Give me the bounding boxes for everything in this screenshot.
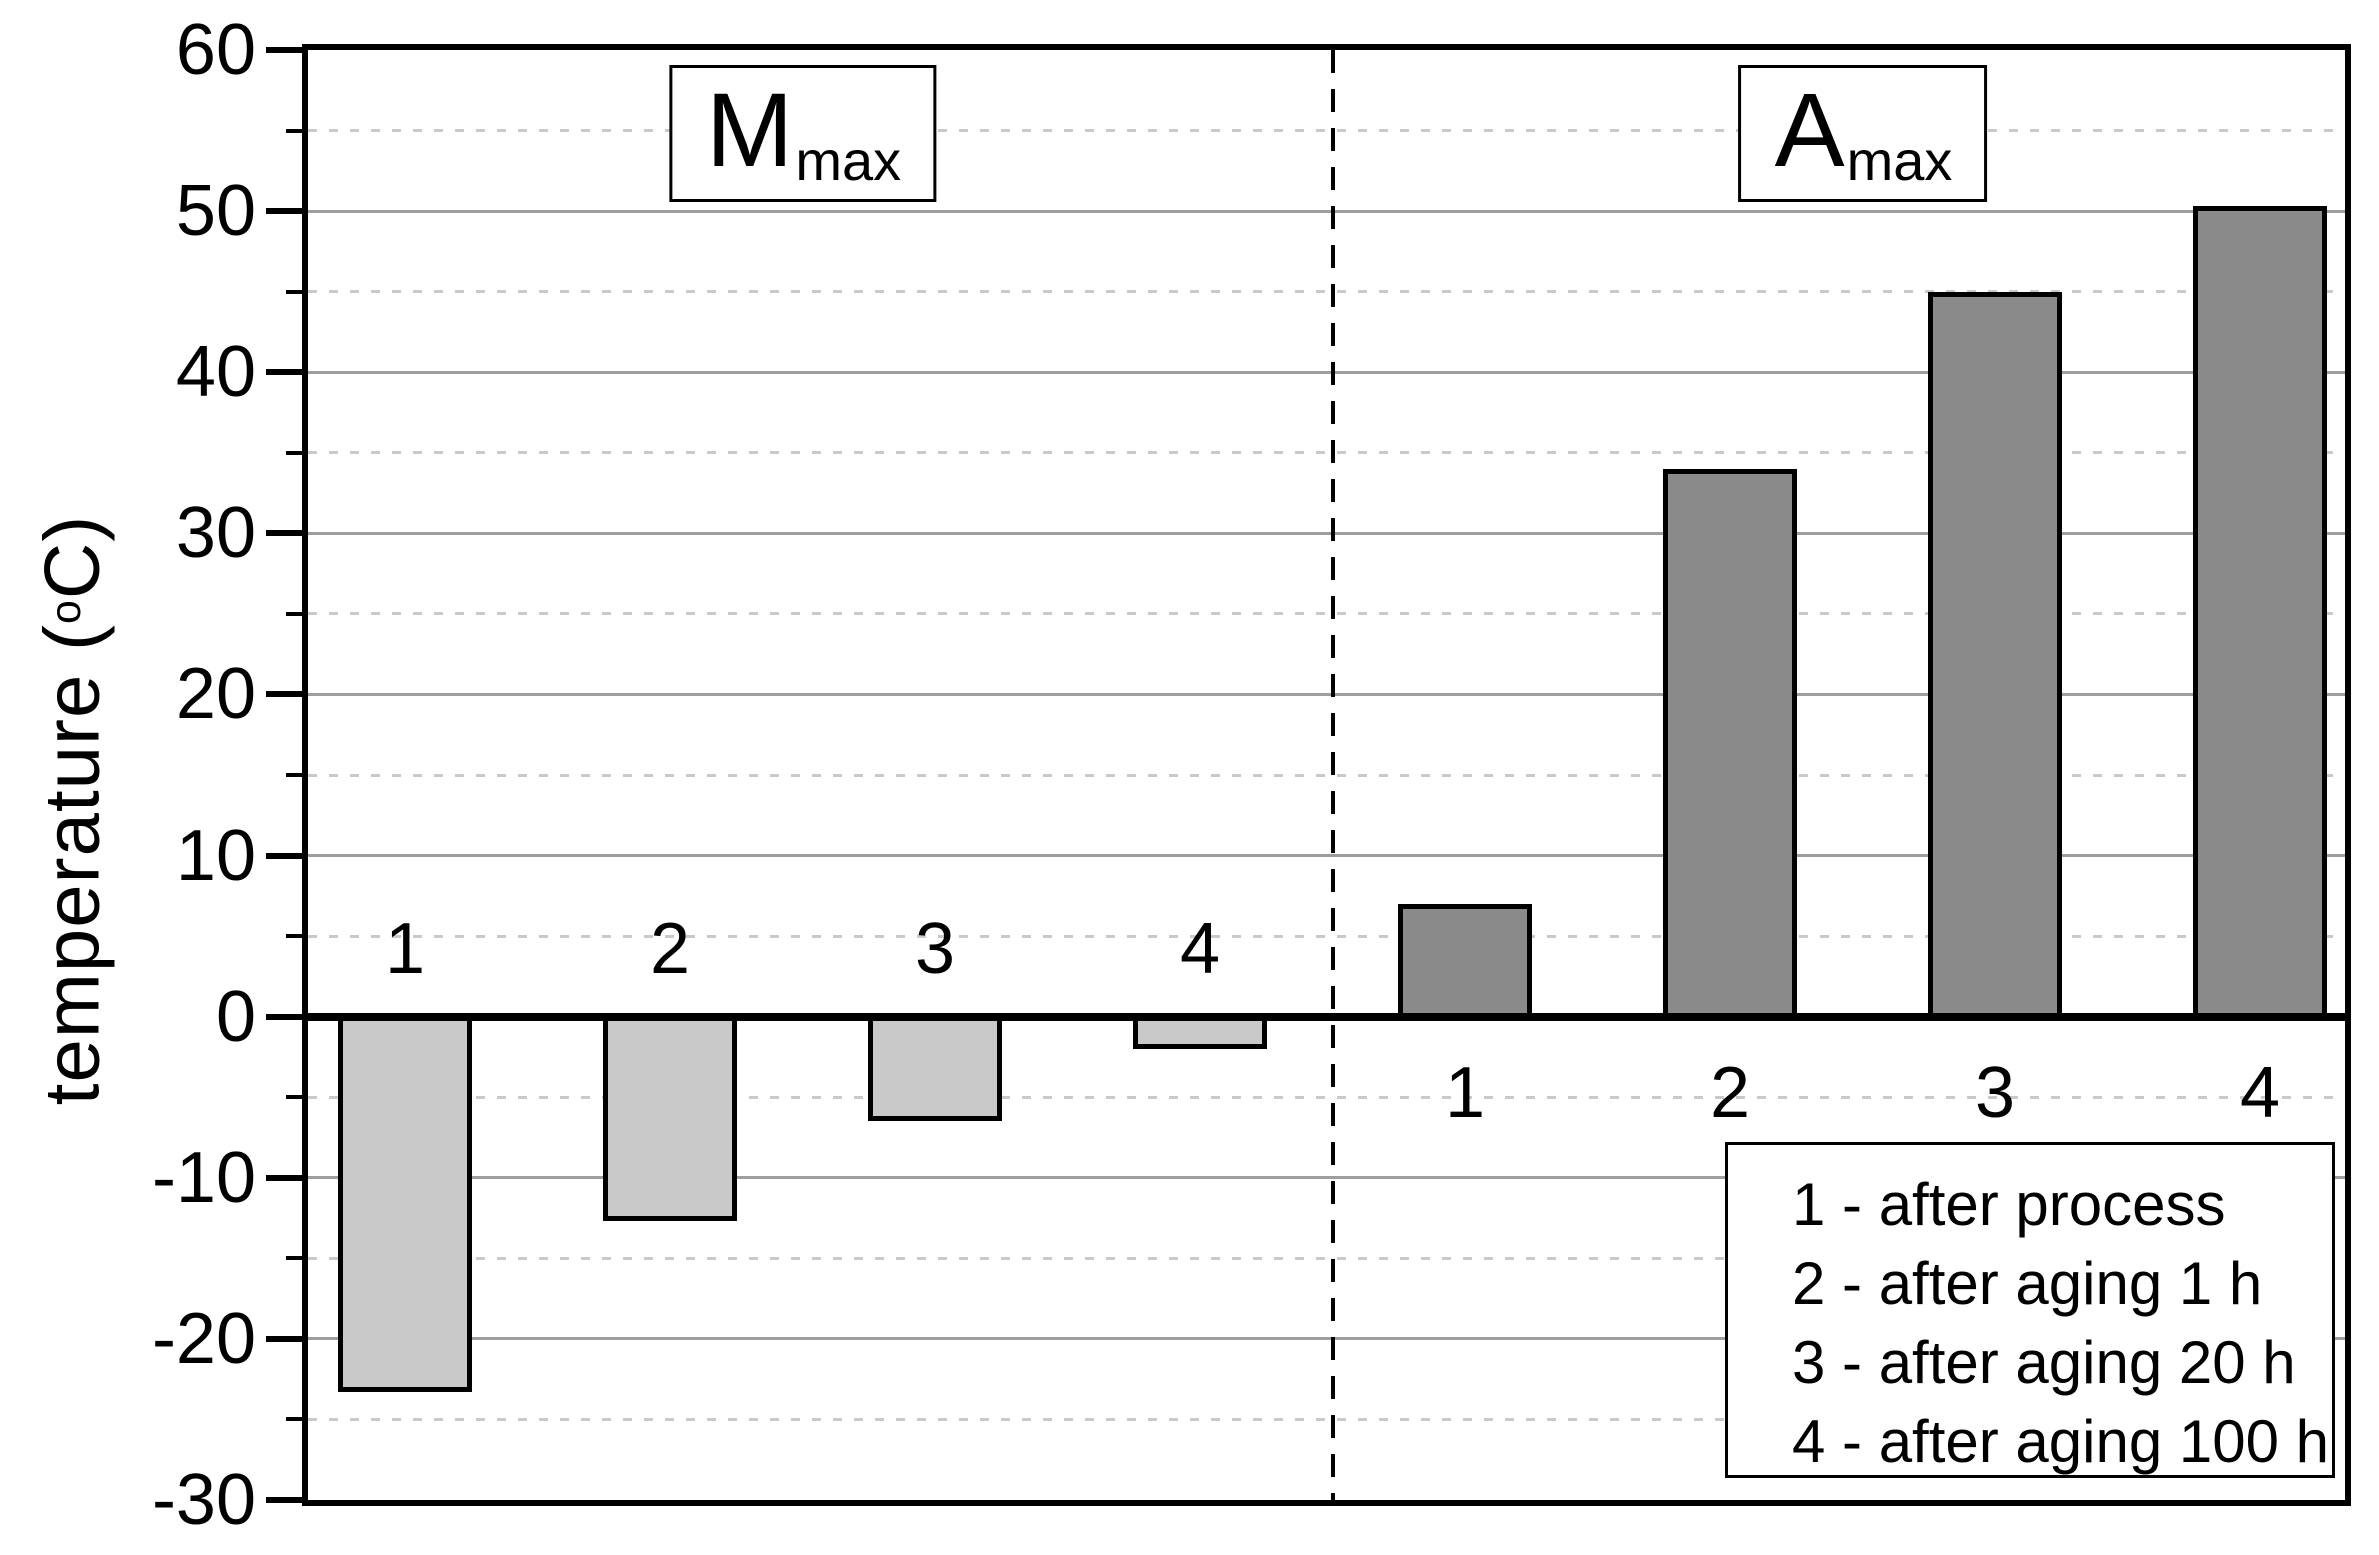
gridline-minor--25 — [308, 1417, 2345, 1421]
y-tick-label-20: 20 — [175, 654, 256, 735]
gridline-major-50 — [308, 209, 2345, 213]
bar-label-amax-1: 1 — [1444, 1052, 1486, 1133]
amax-label-subscript: max — [1846, 129, 1953, 192]
bar-amax-3 — [1928, 291, 2062, 1021]
y-axis-major-tick--10 — [266, 1174, 308, 1181]
amax-label-box: Amax — [1737, 65, 1988, 202]
gridline-minor-45 — [308, 290, 2345, 294]
y-axis-minor-tick--5 — [286, 1095, 308, 1100]
y-axis-major-tick-50 — [266, 208, 308, 215]
zero-axis-line — [308, 1012, 2345, 1021]
y-axis-major-tick--20 — [266, 1335, 308, 1342]
y-tick-label-40: 40 — [175, 332, 256, 413]
bar-label-mmax-2: 2 — [649, 908, 691, 989]
gridline-minor-5 — [308, 934, 2345, 938]
y-axis-major-tick-10 — [266, 852, 308, 859]
legend-line-2: 2 - after aging 1 h — [1792, 1250, 2263, 1317]
gridline-minor--15 — [308, 1256, 2345, 1260]
y-tick-label-60: 60 — [175, 10, 256, 90]
y-tick-label--30: -30 — [151, 1460, 256, 1540]
y-axis-major-tick--30 — [266, 1497, 308, 1503]
y-axis-major-tick-20 — [266, 691, 308, 698]
bar-label-mmax-3: 3 — [914, 908, 956, 989]
legend-line-1: 1 - after process — [1792, 1171, 2226, 1238]
y-axis-minor-tick-15 — [286, 773, 308, 777]
legend-line-4: 4 - after aging 100 h — [1792, 1408, 2330, 1475]
bar-label-mmax-1: 1 — [384, 908, 426, 989]
gridline-major-40 — [308, 370, 2345, 374]
bar-amax-4 — [2193, 206, 2327, 1021]
y-axis-minor-tick--15 — [286, 1256, 308, 1261]
y-axis-major-tick-60 — [266, 47, 308, 53]
bar-amax-2 — [1663, 468, 1797, 1021]
y-axis-minor-tick-35 — [286, 450, 308, 455]
legend-line-3: 3 - after aging 20 h — [1792, 1329, 2296, 1396]
bar-label-amax-4: 4 — [2239, 1052, 2281, 1133]
legend-box: 1 - after process 2 - after aging 1 h 3 - … — [1725, 1142, 2335, 1478]
mmax-label: M — [705, 72, 794, 189]
gridline-major--20 — [308, 1337, 2345, 1341]
group-separator-dashed-line — [1330, 50, 1335, 1500]
bar-label-mmax-4: 4 — [1179, 908, 1221, 989]
bar-label-amax-2: 2 — [1709, 1052, 1751, 1133]
gridline-major-30 — [308, 531, 2345, 535]
bar-amax-1 — [1398, 903, 1532, 1021]
amax-label: A — [1774, 72, 1845, 189]
mmax-label-subscript: max — [795, 129, 902, 192]
y-tick-label-50: 50 — [175, 171, 256, 252]
y-axis-major-tick-0 — [266, 1013, 308, 1020]
gridline-minor-15 — [308, 773, 2345, 777]
bar-label-amax-3: 3 — [1974, 1052, 2016, 1133]
bar-mmax-1 — [338, 1012, 472, 1393]
y-tick-label-30: 30 — [175, 493, 256, 574]
gridline-major--10 — [308, 1176, 2345, 1180]
degree-symbol: o — [41, 599, 90, 624]
gridline-minor-55 — [308, 129, 2345, 133]
y-axis-minor-tick-25 — [286, 611, 308, 616]
y-axis-minor-tick--25 — [286, 1417, 308, 1422]
gridline-major-20 — [308, 692, 2345, 696]
y-axis-major-tick-30 — [266, 530, 308, 537]
y-tick-label--20: -20 — [151, 1298, 256, 1379]
gridline-major-10 — [308, 854, 2345, 858]
gridline-minor-35 — [308, 451, 2345, 455]
y-axis-minor-tick-55 — [286, 128, 308, 133]
y-tick-label-10: 10 — [175, 815, 256, 896]
plot-area: Mmax Amax 1 - after process 2 - after agi… — [302, 44, 2351, 1506]
bar-mmax-3 — [868, 1012, 1002, 1122]
y-axis-minor-tick-45 — [286, 289, 308, 294]
mmax-label-box: Mmax — [668, 65, 937, 202]
y-tick-label-0: 0 — [215, 976, 256, 1057]
gridline-minor--5 — [308, 1095, 2345, 1099]
gridline-minor-25 — [308, 612, 2345, 616]
y-tick-label--10: -10 — [151, 1137, 256, 1218]
y-axis-minor-tick-5 — [286, 934, 308, 939]
bar-mmax-2 — [603, 1012, 737, 1222]
y-axis-major-tick-40 — [266, 369, 308, 376]
